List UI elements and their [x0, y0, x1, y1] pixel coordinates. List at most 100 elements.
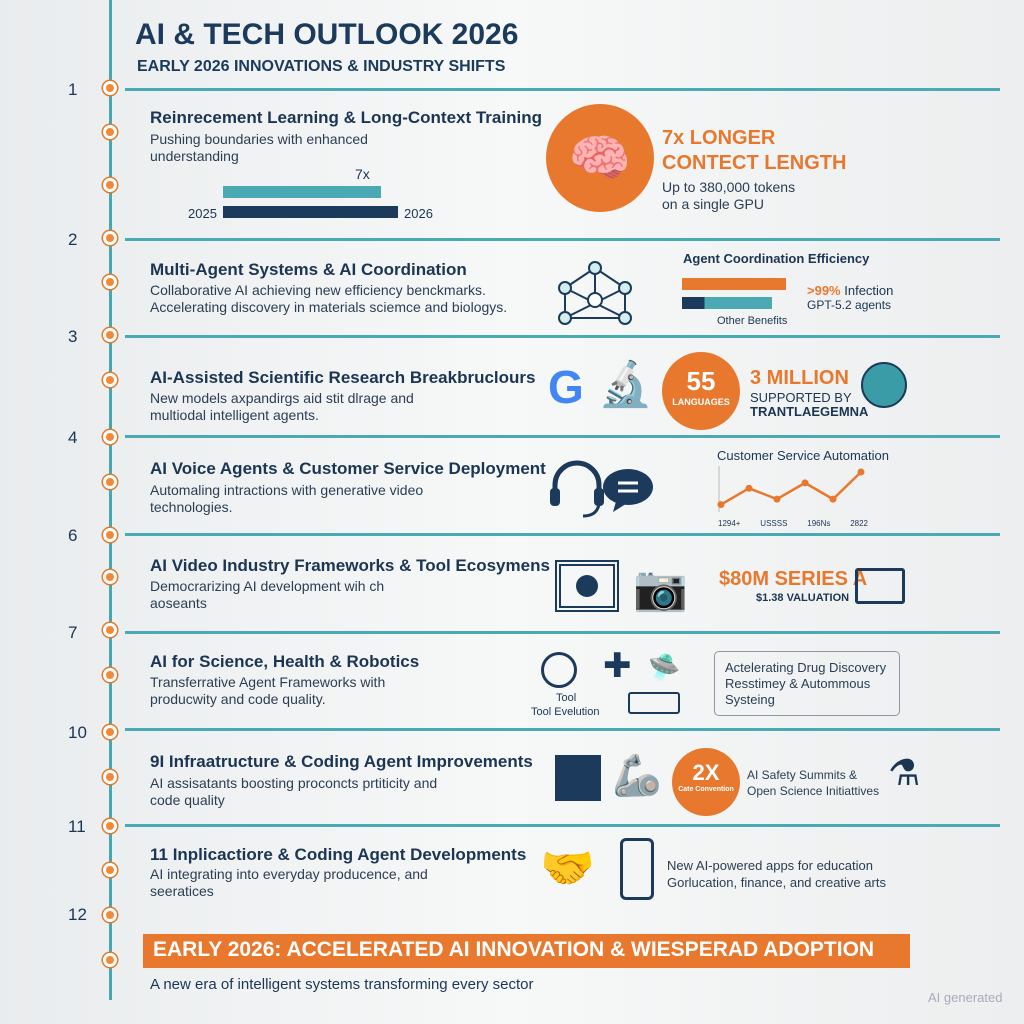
- section-title: AI Video Industry Frameworks & Tool Ecos…: [150, 556, 550, 575]
- section-title: 11 Inplicactiore & Coding Agent Developm…: [150, 845, 527, 864]
- box-line: Systeing: [725, 692, 775, 707]
- box-line: Resstimey & Autommous: [725, 676, 871, 691]
- desc-line: multiodal intelligent agents.: [150, 407, 319, 423]
- globe-icon: [861, 362, 907, 408]
- bar-2025: [223, 186, 381, 198]
- stat-desc: $1.38 VALUATION: [756, 592, 850, 604]
- section-number: 11: [68, 817, 86, 836]
- timeline-dot: [103, 178, 117, 192]
- timeline-dot: [103, 275, 117, 289]
- data-point: [857, 468, 865, 476]
- desc-line: Automaling intractions with generative v…: [150, 482, 424, 498]
- briefcase-icon: [855, 568, 905, 604]
- desc-line: aoseants: [150, 595, 207, 611]
- brain-icon: 🧠: [546, 104, 654, 212]
- divider: [125, 88, 1000, 91]
- section-number: 10: [68, 723, 87, 742]
- timeline-dot: [103, 528, 117, 542]
- desc-line: code quality: [150, 792, 225, 808]
- desc-line: Collaborative AI achieving new efficienc…: [150, 282, 486, 298]
- section-number: 3: [68, 327, 78, 346]
- section-number: 12: [68, 905, 87, 924]
- data-point: [829, 495, 837, 503]
- google-logo-icon: G: [548, 361, 584, 413]
- headset-icon: [550, 460, 653, 518]
- divider: [125, 335, 1000, 338]
- section-title: AI Voice Agents & Customer Service Deplo…: [150, 459, 546, 478]
- keyboard-icon: [628, 692, 680, 714]
- section-title: AI-Assisted Scientific Research Breakbru…: [150, 368, 536, 387]
- stat-desc: TRANTLAEGEMNA: [750, 404, 869, 419]
- section-number: 1: [68, 80, 78, 99]
- section-desc: Transferrative Agent Frameworks with prod…: [150, 674, 385, 708]
- desc-line: Democrarizing AI development wih ch: [150, 578, 385, 594]
- section-desc: Pushing boundaries with enhanced understa…: [150, 131, 368, 165]
- bar-other: [682, 297, 772, 309]
- stat-value: $80M SERIES A: [719, 568, 868, 590]
- timeline-dot: [103, 570, 117, 584]
- desc-line: Pushing boundaries with enhanced: [150, 131, 368, 147]
- data-point: [801, 479, 809, 487]
- stat-title: CONTECT LENGTH: [662, 152, 847, 174]
- desc-line: AI integrating into everyday producence,…: [150, 866, 428, 882]
- section-title: 9I Infraatructure & Coding Agent Improve…: [150, 752, 533, 771]
- smartphone-icon: [620, 838, 654, 900]
- timeline-dot: [103, 819, 117, 833]
- medical-cross-icon: ✚: [603, 647, 632, 685]
- timeline-dot: [103, 668, 117, 682]
- stat-suffix: Infection: [844, 283, 894, 298]
- section-number: 4: [68, 428, 78, 447]
- divider: [125, 533, 1000, 536]
- section-desc: AI integrating into everyday producence,…: [150, 866, 428, 900]
- timeline-dot: [103, 373, 117, 387]
- timeline-dot: [103, 725, 117, 739]
- video-icon: [555, 560, 619, 612]
- timeline-dot: [103, 953, 117, 967]
- chart-title: Agent Coordination Efficiency: [683, 251, 870, 266]
- bar-efficiency: [682, 278, 786, 290]
- desc-line: understanding: [150, 148, 239, 164]
- chip-icon: [555, 755, 601, 801]
- divider: [125, 631, 1000, 634]
- timeline-dot: [103, 623, 117, 637]
- 2x-badge: 2X Cate Convention: [672, 748, 740, 816]
- timeline-dot: [103, 125, 117, 139]
- handshake-icon: 🤝: [540, 844, 595, 893]
- timeline-dot: [103, 475, 117, 489]
- desc-line: on a single GPU: [662, 196, 764, 212]
- section-desc: AI assisatants boosting proconcts prtiti…: [150, 775, 437, 809]
- desc-line: New models axpandirgs aid stit dlrage an…: [150, 390, 414, 406]
- target-icon: [541, 652, 577, 688]
- network-icon: [558, 261, 632, 325]
- desc-line: Open Science Initiattives: [747, 784, 880, 798]
- section-number: 6: [68, 526, 78, 545]
- line-chart: [717, 466, 865, 512]
- timeline-dot: [103, 770, 117, 784]
- desc-line: AI assisatants boosting proconcts prtiti…: [150, 775, 438, 791]
- x-tick-label: 1294+: [718, 519, 741, 528]
- bar-2026: [223, 206, 398, 218]
- robot-arm-icon: 🦾: [612, 754, 662, 798]
- x-tick-label: 2822: [850, 519, 868, 528]
- timeline-dot: [103, 81, 117, 95]
- section-desc: Democrarizing AI development wih ch aosea…: [150, 578, 384, 612]
- tool-label: Tool Evelution: [531, 706, 600, 718]
- timeline-dot: [103, 908, 117, 922]
- stat-title: 7x LONGER: [662, 127, 776, 149]
- stat-value: >99%: [807, 283, 841, 298]
- data-point: [745, 484, 753, 492]
- box-line: Actelerating Drug Discovery: [725, 660, 887, 675]
- stat-desc: AI Safety Summits & Open Science Initiatt…: [747, 767, 879, 799]
- data-point: [773, 495, 781, 503]
- desc-line: Transferrative Agent Frameworks with: [150, 674, 386, 690]
- bar-end-label: 2026: [404, 206, 433, 221]
- section-number: 2: [68, 230, 78, 249]
- chart-title: Customer Service Automation: [717, 448, 889, 463]
- stat-desc: GPT-5.2 agents: [807, 298, 892, 312]
- desc-line: New AI-powered apps for education: [667, 858, 873, 873]
- x-tick-label: 196Ns: [807, 519, 831, 528]
- section-desc: New models axpandirgs aid stit dlrage an…: [150, 390, 414, 424]
- footer-tagline: A new era of intelligent systems transfo…: [150, 976, 534, 993]
- tool-label: Tool: [556, 692, 577, 704]
- stat-value: 3 MILLION: [750, 367, 849, 389]
